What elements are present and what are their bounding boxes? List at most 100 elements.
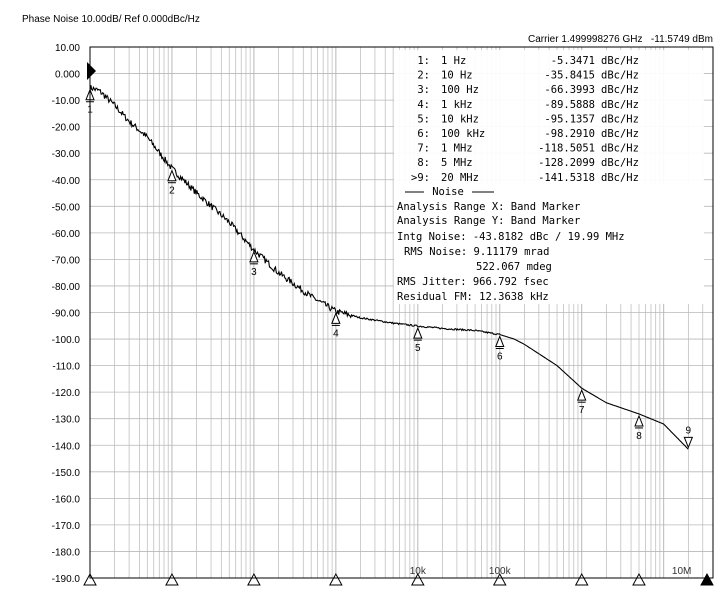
marker-frequency: 1 Hz xyxy=(441,55,466,67)
marker-triangle[interactable] xyxy=(167,169,177,182)
band-marker-triangle[interactable] xyxy=(83,572,97,586)
band-marker-triangle[interactable] xyxy=(574,572,589,586)
band-marker-triangle[interactable] xyxy=(329,572,343,586)
marker-number: 3: xyxy=(417,84,430,96)
marker-number: 4: xyxy=(417,99,430,111)
marker-unit: dBc/Hz xyxy=(601,172,639,184)
residual-fm: Residual FM: 12.3638 kHz xyxy=(397,291,549,303)
x-tick-label: 100k xyxy=(489,566,512,577)
y-tick-label: -190.0 xyxy=(52,574,81,585)
table-background xyxy=(394,50,704,302)
marker-number: 1: xyxy=(417,55,430,67)
marker-triangle[interactable] xyxy=(249,250,259,263)
marker-frequency: 10 Hz xyxy=(441,70,473,82)
marker-value: -141.5318 xyxy=(538,172,595,184)
marker-value: -98.2910 xyxy=(544,128,595,140)
y-tick-label: -140.0 xyxy=(52,441,81,452)
marker-3[interactable]: 3 xyxy=(249,250,259,278)
marker-number: 6: xyxy=(417,128,430,140)
reference-level-marker[interactable] xyxy=(87,62,96,80)
marker-frequency: 1 kHz xyxy=(441,99,473,111)
marker-label: 2 xyxy=(169,186,175,197)
marker-9[interactable]: 9 xyxy=(683,425,694,449)
marker-label: 9 xyxy=(686,425,692,436)
marker-label: 7 xyxy=(579,405,585,416)
analysis-range-y: Analysis Range Y: Band Marker xyxy=(397,215,580,227)
marker-number: 7: xyxy=(417,143,430,155)
y-tick-label: -30.00 xyxy=(52,149,81,160)
y-tick-label: -80.00 xyxy=(52,282,81,293)
marker-frequency: 5 MHz xyxy=(441,157,473,169)
x-tick-label: 10k xyxy=(410,566,427,577)
marker-7[interactable]: 7 xyxy=(576,388,587,416)
y-tick-label: -40.00 xyxy=(52,176,81,187)
marker-frequency: 1 MHz xyxy=(441,143,473,155)
y-tick-label: -20.00 xyxy=(52,123,81,134)
rms-noise-rad: RMS Noise: 9.11179 mrad xyxy=(404,246,549,258)
y-tick-label: -130.0 xyxy=(52,415,81,426)
marker-label: 8 xyxy=(636,431,642,442)
noise-header: Noise xyxy=(432,186,464,198)
band-marker-triangle[interactable] xyxy=(410,572,425,586)
y-tick-label: -110.0 xyxy=(52,362,80,373)
marker-frequency: 20 MHz xyxy=(441,172,479,184)
marker-value: -5.3471 xyxy=(551,55,595,67)
marker-number: 8: xyxy=(417,157,430,169)
plot-border xyxy=(89,46,714,579)
carrier-frequency: Carrier 1.499998276 GHz xyxy=(528,34,643,45)
marker-label: 3 xyxy=(251,267,257,278)
carrier-level: -11.5749 dBm xyxy=(651,34,713,45)
marker-6[interactable]: 6 xyxy=(495,335,505,363)
band-marker-triangle[interactable] xyxy=(492,572,507,586)
marker-unit: dBc/Hz xyxy=(601,128,639,140)
y-tick-label: 10.00 xyxy=(55,43,80,54)
noise-analysis: Noise Analysis Range X: Band Marker Anal… xyxy=(397,186,625,303)
marker-8[interactable]: 8 xyxy=(634,414,644,442)
analysis-range-x: Analysis Range X: Band Marker xyxy=(397,201,580,213)
marker-value: -95.1357 xyxy=(544,113,595,125)
chart-title: Phase Noise 10.00dB/ Ref 0.000dBc/Hz xyxy=(22,14,200,25)
marker-number: 2: xyxy=(417,70,430,82)
rms-noise-deg: 522.067 mdeg xyxy=(476,261,552,273)
y-tick-label: -90.00 xyxy=(52,309,81,320)
marker-2[interactable]: 2 xyxy=(167,169,177,197)
marker-value: -118.5051 xyxy=(538,143,595,155)
marker-triangle[interactable] xyxy=(413,326,423,339)
marker-triangle[interactable] xyxy=(495,335,505,348)
x-axis-tick-labels: 10k 100k 10M xyxy=(410,566,692,577)
y-tick-label: -10.00 xyxy=(52,96,81,107)
marker-unit: dBc/Hz xyxy=(601,84,639,96)
y-tick-label: -150.0 xyxy=(52,468,81,479)
band-marker-end-triangle[interactable] xyxy=(700,572,714,586)
marker-triangle[interactable] xyxy=(634,414,644,427)
marker-unit: dBc/Hz xyxy=(601,157,639,169)
band-marker-triangle[interactable] xyxy=(632,572,646,586)
trace xyxy=(89,85,689,450)
y-tick-label: -60.00 xyxy=(52,229,81,240)
band-marker-triangle[interactable] xyxy=(247,572,261,586)
marker-label: 5 xyxy=(415,343,421,354)
integrated-noise: Intg Noise: -43.8182 dBc / 19.99 MHz xyxy=(397,231,625,243)
marker-unit: dBc/Hz xyxy=(601,70,639,82)
y-tick-label: -70.00 xyxy=(52,255,81,266)
marker-triangle[interactable] xyxy=(576,388,587,401)
marker-label: 4 xyxy=(333,328,339,339)
marker-label: 6 xyxy=(497,352,503,363)
marker-triangle[interactable] xyxy=(331,312,341,324)
rms-jitter: RMS Jitter: 966.792 fsec xyxy=(397,276,549,288)
y-tick-label: -170.0 xyxy=(52,521,81,532)
marker-number: >9: xyxy=(411,172,430,184)
band-marker-triangle[interactable] xyxy=(165,572,179,586)
marker-table: 1: 1 Hz -5.3471 dBc/Hz 2: 10 Hz -35.8415 dBc/Hz… xyxy=(394,50,704,304)
y-tick-label: -160.0 xyxy=(52,494,81,505)
marker-number: 5: xyxy=(417,113,430,125)
marker-5[interactable]: 5 xyxy=(413,326,423,354)
marker-4[interactable]: 4 xyxy=(331,312,341,339)
marker-triangle[interactable] xyxy=(683,436,694,449)
y-tick-label: -100.0 xyxy=(52,335,81,346)
marker-value: -89.5888 xyxy=(544,99,595,111)
marker-unit: dBc/Hz xyxy=(601,99,639,111)
y-tick-label: -50.00 xyxy=(52,202,81,213)
